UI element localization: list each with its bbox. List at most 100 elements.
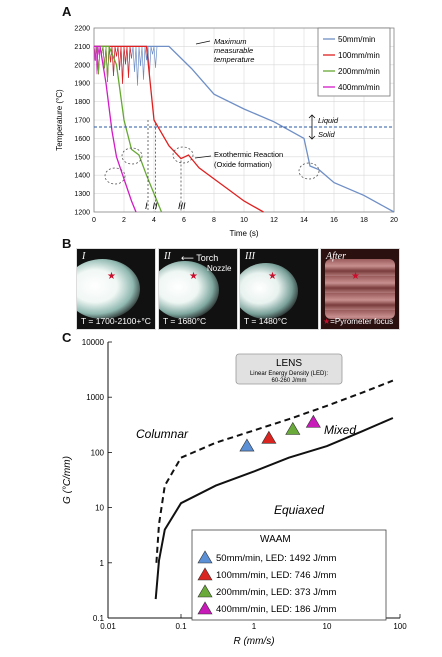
stage-3-caption: T = 1480°C [244,316,288,326]
series-line-100mm/min [94,45,264,213]
stage-2-roman: II [164,251,171,262]
waam-legend-marker [197,601,213,615]
stage-1-roman: I [82,251,86,262]
solid-boundary-line [154,417,394,600]
x-tick-label: 0 [92,217,96,224]
series-line-50mm/min [94,45,395,213]
lens-box [235,353,343,385]
data-point-400mm/min [305,414,321,428]
waam-legend-label: 100mm/min, LED: 746 J/mm [216,570,336,581]
waam-legend-label: 400mm/min, LED: 186 J/mm [216,604,336,615]
y-tick-label: 1600 [74,136,90,143]
data-point-50mm/min [239,438,255,452]
equiaxed-region-label: Equiaxed [274,503,324,517]
stage-1-caption: T = 1700-2100+°C [81,316,151,326]
legend-label: 100mm/min [338,51,380,60]
after-caption: ★=Pyrometer focus [323,317,394,326]
x-tick-label: 0.1 [175,622,187,631]
max-temp-arrow [195,40,211,45]
photo-stage-3: III ★ T = 1480°C [239,248,319,330]
max-temp-label-3: temperature [214,55,254,64]
lens-subtitle-1: Linear Energy Density (LED): [250,371,328,377]
stage-3-roman: III [245,251,255,262]
panel-c-letter: C [62,330,72,345]
series-noise-400mm/min [93,46,101,75]
lens-subtitle-2: 60-260 J/mm [271,378,306,384]
panel-a-letter: A [62,4,72,19]
exo-circle-50 [298,162,320,180]
photo-after: After ★ ★=Pyrometer focus [320,248,400,330]
photo-stage-1: I ★ T = 1700-2100+°C [76,248,156,330]
y-tick-label: 1200 [74,210,90,217]
liquid-arrow [308,114,316,127]
x-tick-label: 2 [122,217,126,224]
y-tick-label: 1500 [74,154,90,161]
y-tick-label: 10000 [82,338,105,347]
x-tick-label: 12 [270,217,278,224]
plot-frame [93,27,395,213]
roman-marker-2: II [153,201,159,211]
x-tick-label: 20 [390,217,398,224]
exo-circle-200 [121,147,143,165]
y-tick-label: 100 [91,448,105,457]
exothermic-arrow [194,155,212,159]
x-tick-label: 4 [152,217,156,224]
data-point-100mm/min [261,430,277,444]
pyrometer-star-3: ★ [268,271,277,282]
x-tick-label: 8 [212,217,216,224]
stage-2-caption: T = 1680°C [163,316,207,326]
y-tick-label: 2100 [74,44,90,51]
x-axis-label: Time (s) [229,229,258,238]
pyrometer-star-1: ★ [107,271,116,282]
columnar-region-label: Columnar [136,427,189,441]
roman-marker-1: I [145,201,148,211]
mixed-region-label: Mixed [324,423,356,437]
y-axis-label: G (°C/mm) [62,456,73,504]
legend-label: 50mm/min [338,35,375,44]
y-tick-label: 0.1 [93,614,105,623]
waam-legend-label: 200mm/min, LED: 373 J/mm [216,587,336,598]
x-tick-label: 10 [240,217,248,224]
data-point-200mm/min [285,421,301,435]
max-temp-label-2: measurable [214,46,253,55]
exo-circle-400 [104,167,126,185]
y-tick-label: 1700 [74,118,90,125]
series-line-200mm/min [94,45,163,213]
x-tick-label: 16 [330,217,338,224]
dashed-boundary-line [155,379,394,563]
y-tick-label: 1000 [86,393,104,402]
roman-marker-3: III [178,201,186,211]
y-axis-label: Temperature (°C) [55,89,64,151]
x-tick-label: 10 [323,622,332,631]
torch-label: ⟵ Torch [181,253,219,263]
exothermic-label-2: (Oxide formation) [214,160,272,169]
waam-legend-box [191,529,387,621]
legend-box [317,27,391,97]
panel-b-letter: B [62,236,72,251]
photo-stage-2: II ★ ⟵ Torch Nozzle T = 1680°C [158,248,238,330]
waam-legend-label: 50mm/min, LED: 1492 J/mm [216,553,336,564]
x-tick-label: 1 [252,622,257,631]
exo-circle-100 [172,146,194,164]
x-tick-label: 14 [300,217,308,224]
lens-title: LENS [276,358,302,369]
legend-label: 200mm/min [338,67,380,76]
y-tick-label: 2000 [74,62,90,69]
y-tick-label: 1 [100,559,105,568]
max-temp-label-1: Maximum [214,37,247,46]
solid-label: Solid [318,130,336,139]
exothermic-label-1: Exothermic Reaction [214,150,283,159]
y-tick-label: 10 [95,504,104,513]
nozzle-label: Nozzle [207,264,232,273]
temperature-time-chart: 1200130014001500160017001800190020002100… [55,26,398,239]
x-tick-label: 18 [360,217,368,224]
after-label: After [326,251,346,262]
legend-label: 400mm/min [338,83,380,92]
y-tick-label: 1800 [74,99,90,106]
deposited-bead [325,259,395,319]
y-tick-label: 1400 [74,173,90,180]
liquid-label: Liquid [318,116,339,125]
waam-title: WAAM [260,534,291,545]
y-tick-label: 2200 [74,26,90,33]
